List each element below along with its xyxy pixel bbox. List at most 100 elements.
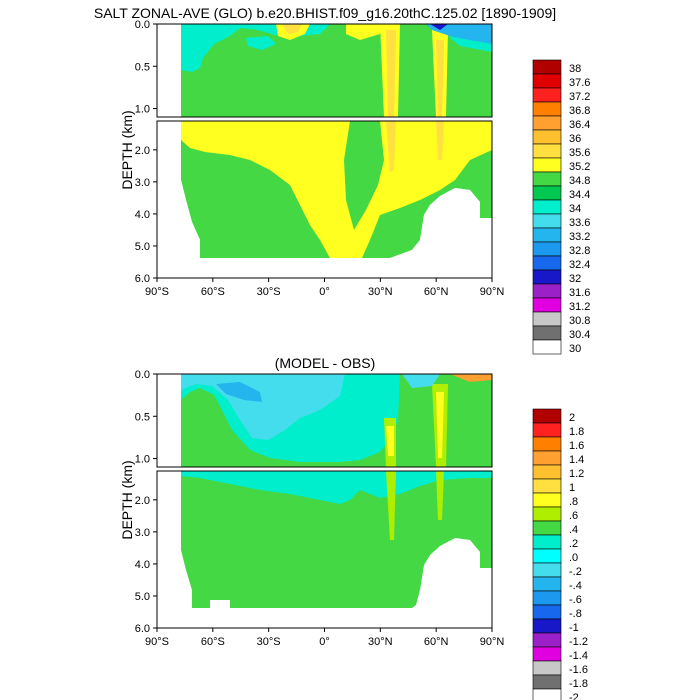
- bottom-xticks: 90°S 60°S 30°S 0° 30°N 60°N 90°N: [145, 628, 504, 648]
- top-upper-region-fresh-north: [426, 24, 492, 44]
- y-tick-label: 0.0: [135, 369, 150, 381]
- bottom-upper-region-surface-cyan: [402, 374, 440, 388]
- bottom-upper-region-blue-patch: [216, 382, 262, 402]
- x-tick-label: 30°N: [368, 636, 393, 648]
- y-tick-label: 2.0: [135, 145, 150, 157]
- colorbar-label: 2: [569, 412, 575, 424]
- colorbar-box: [532, 520, 562, 536]
- x-tick-label: 0°: [319, 286, 330, 298]
- top-upper-region-cyan-lobe: [246, 36, 276, 50]
- colorbar-box: [532, 562, 562, 578]
- colorbar-box: [532, 115, 562, 131]
- colorbar-box: [532, 311, 562, 327]
- y-tick-label: 1.0: [135, 104, 150, 116]
- colorbar-label: 36: [569, 133, 581, 145]
- colorbar-label: 34: [569, 203, 581, 215]
- top-lower-band-30n: [386, 121, 396, 172]
- colorbar-box: [532, 325, 562, 341]
- colorbar-box: [532, 199, 562, 215]
- colorbar-label: 31.2: [569, 301, 590, 313]
- x-tick-label: 90°S: [145, 286, 169, 298]
- colorbar-label: -.2: [569, 566, 582, 578]
- colorbar-label: -1.2: [569, 636, 588, 648]
- colorbar-box: [532, 618, 562, 634]
- colorbar-box: [532, 590, 562, 606]
- bottom-plot: DEPTH (km) 0.0 0.5 1.0 2.0 3.0 4.0 5.0 6.0 90°S…: [119, 369, 504, 648]
- colorbar-label: 1.2: [569, 468, 584, 480]
- bottom-lower-band-60n: [436, 471, 444, 520]
- colorbar-box: [532, 604, 562, 620]
- colorbar-label: -1.4: [569, 650, 588, 662]
- colorbar-box: [532, 688, 562, 700]
- colorbar-box: [532, 506, 562, 522]
- colorbar-box: [532, 478, 562, 494]
- bottom-lower-region-cyan: [181, 471, 492, 504]
- colorbar-box: [532, 129, 562, 145]
- colorbar-label: 32.4: [569, 259, 590, 271]
- colorbar-label: 30.8: [569, 315, 590, 327]
- colorbar-label: -1.8: [569, 678, 588, 690]
- colorbar-box: [532, 646, 562, 662]
- colorbar-label: 33.6: [569, 217, 590, 229]
- top-upper-region-orange-sub: [282, 24, 302, 34]
- bottom-upper-region-surface-orange: [450, 374, 492, 382]
- x-tick-label: 30°S: [257, 286, 281, 298]
- colorbar-label: -.4: [569, 580, 582, 592]
- x-tick-label: 30°N: [368, 286, 393, 298]
- y-tick-label: 5.0: [135, 241, 150, 253]
- colorbar-box: [532, 450, 562, 466]
- colorbar-label: 36.8: [569, 105, 590, 117]
- colorbar-box: [532, 464, 562, 480]
- colorbar-box: [532, 660, 562, 676]
- top-lower-region-green-tongue: [344, 121, 384, 230]
- top-ylabel: DEPTH (km): [119, 110, 135, 189]
- x-tick-label: 90°S: [145, 636, 169, 648]
- bottom-ylabel: DEPTH (km): [119, 460, 135, 539]
- colorbar-box: [532, 171, 562, 187]
- colorbar-box: [532, 255, 562, 271]
- y-tick-label: 6.0: [135, 273, 150, 285]
- colorbar-box: [532, 101, 562, 117]
- top-lower-region-empty-se: [362, 188, 492, 278]
- colorbar-box: [532, 436, 562, 452]
- colorbar-label: 34.8: [569, 175, 590, 187]
- bottom-upper-region-lightcyan: [181, 374, 345, 440]
- y-tick-label: 3.0: [135, 527, 150, 539]
- bottom-chart-title: (MODEL - OBS): [275, 355, 376, 371]
- y-tick-label: 4.0: [135, 559, 150, 571]
- colorbar-box: [532, 632, 562, 648]
- colorbar-box: [532, 143, 562, 159]
- colorbar-box: [532, 534, 562, 550]
- top-upper-band-60n-core: [436, 40, 444, 117]
- colorbar-label: 34.4: [569, 189, 590, 201]
- y-tick-label: 4.0: [135, 209, 150, 221]
- colorbar-box: [532, 283, 562, 299]
- colorbar-box: [532, 269, 562, 285]
- colorbar-box: [532, 339, 562, 355]
- top-upper-band-30n-core: [386, 30, 396, 117]
- top-upper-region-freshest: [430, 24, 448, 30]
- colorbar-label: .6: [569, 510, 578, 522]
- y-tick-label: 3.0: [135, 177, 150, 189]
- colorbar-box: [532, 548, 562, 564]
- y-tick-label: 0.5: [135, 411, 150, 423]
- top-lower-band-60n: [436, 121, 444, 160]
- colorbar-box: [532, 185, 562, 201]
- x-tick-label: 0°: [319, 636, 330, 648]
- colorbar-label: .4: [569, 524, 578, 536]
- top-yticks: 0.0 0.5 1.0 2.0 3.0 4.0 5.0 6.0: [135, 19, 157, 285]
- colorbar-label: .0: [569, 552, 578, 564]
- y-tick-label: 5.0: [135, 591, 150, 603]
- bottom-colorbar: 21.81.61.41.21.8.6.4.2.0-.2-.4-.6-.8-1-1…: [532, 408, 588, 700]
- y-tick-label: 0.0: [135, 19, 150, 31]
- colorbar-label: 35.6: [569, 147, 590, 159]
- colorbar-box: [532, 297, 562, 313]
- colorbar-label: 38: [569, 63, 581, 75]
- bottom-upper-band-30n-core: [386, 426, 394, 456]
- top-upper-region-yellow-ne: [346, 24, 382, 40]
- top-upper-region-cyan-north: [448, 36, 492, 52]
- y-tick-label: 0.5: [135, 61, 150, 73]
- colorbar-label: 32.8: [569, 245, 590, 257]
- x-tick-label: 60°S: [201, 286, 225, 298]
